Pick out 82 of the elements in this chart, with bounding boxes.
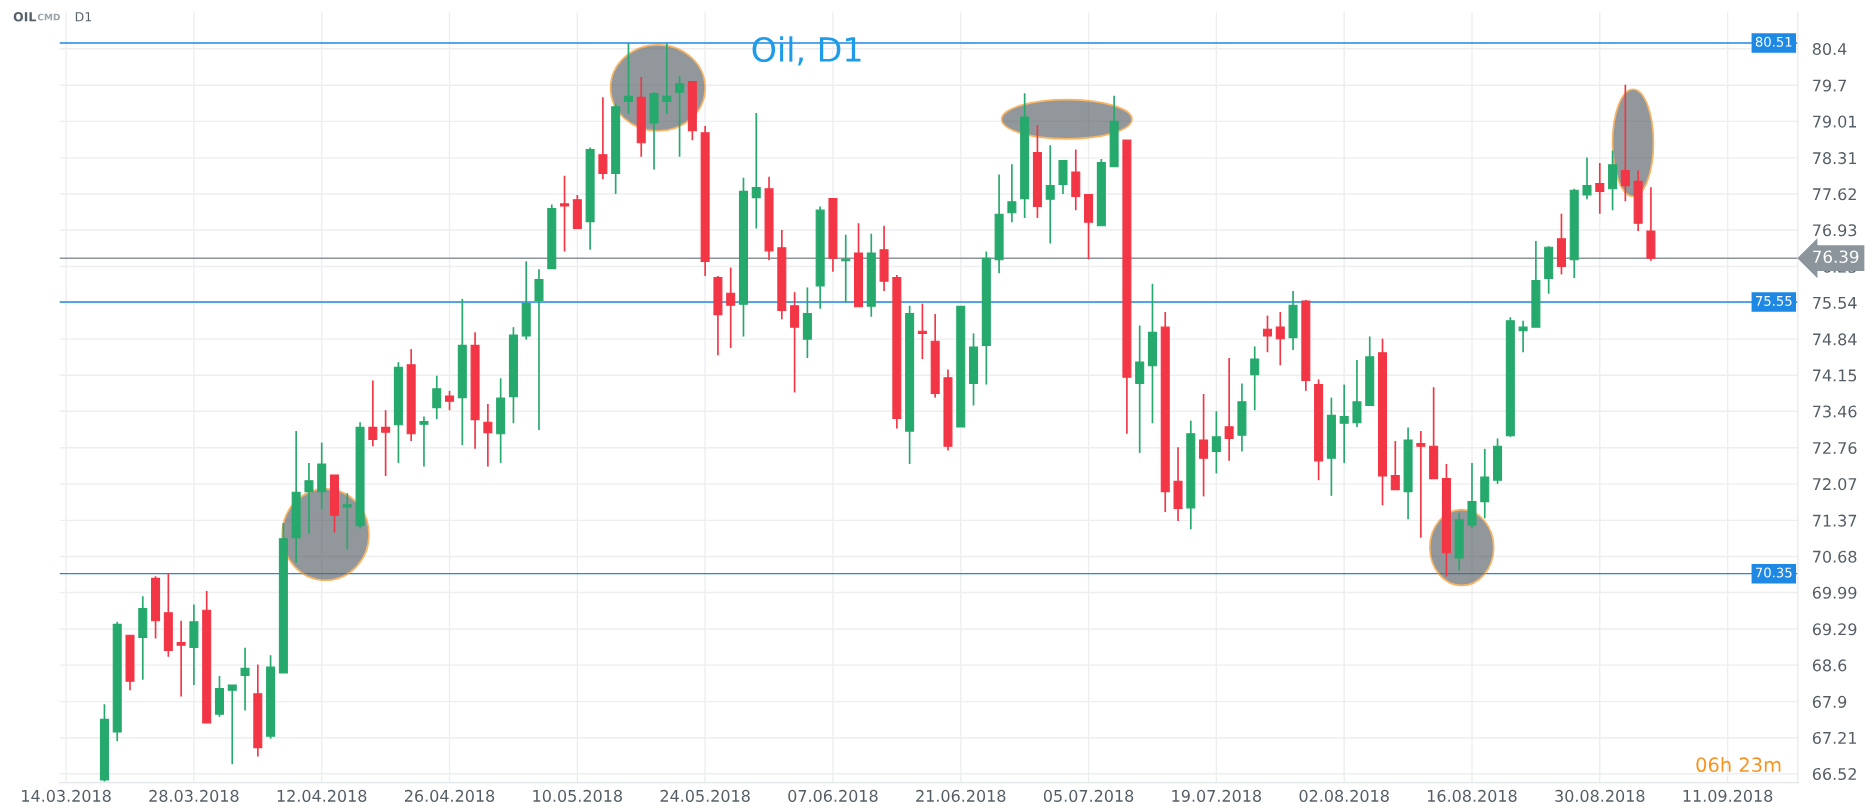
x-tick-label: 30.08.2018 <box>1555 789 1645 802</box>
y-tick-label: 74.15 <box>1813 369 1857 382</box>
y-tick-label: 79.01 <box>1813 115 1857 128</box>
y-tick-label: 67.21 <box>1812 731 1857 744</box>
candlestick <box>1224 357 1234 462</box>
candlestick <box>1518 320 1528 354</box>
candlestick <box>419 415 429 468</box>
y-tick-label: 75.54 <box>1813 297 1857 309</box>
annotation: D1 <box>75 12 92 22</box>
candlestick <box>1211 410 1221 475</box>
candlestick <box>176 619 186 698</box>
x-tick-label: 16.08.2018 <box>1428 789 1517 802</box>
annotation: CMD <box>37 13 60 21</box>
x-tick-label: 28.03.2018 <box>149 789 239 802</box>
ref-line-label: 80.51 <box>1755 36 1792 47</box>
y-tick-label: 67.9 <box>1812 695 1847 708</box>
candlestick <box>1045 144 1055 245</box>
candlestick <box>432 374 442 420</box>
y-tick-label: 72.07 <box>1813 478 1857 491</box>
y-tick-label: 70.68 <box>1813 550 1857 563</box>
y-tick-label: 73.46 <box>1813 405 1857 418</box>
candlestick <box>1339 383 1349 464</box>
candlestick <box>1007 163 1017 223</box>
y-tick-label: 72.76 <box>1813 442 1857 455</box>
candlestick <box>1390 440 1400 491</box>
candlestick <box>1250 345 1260 412</box>
x-tick-label: 07.06.2018 <box>788 789 878 802</box>
y-tick-label: 69.99 <box>1812 586 1857 599</box>
y-tick-label: 68.6 <box>1812 659 1847 672</box>
y-tick-label: 66.52 <box>1812 767 1856 781</box>
y-tick-label: 71.37 <box>1813 514 1857 527</box>
x-tick-label: 26.04.2018 <box>404 789 495 802</box>
candlestick <box>1275 311 1285 367</box>
y-tick-label: 79.7 <box>1813 79 1846 92</box>
ref-line-label: 70.35 <box>1755 567 1792 578</box>
x-tick-label: 19.07.2018 <box>1172 789 1261 802</box>
candlestick <box>790 291 800 394</box>
y-tick-label: 76.93 <box>1813 224 1857 237</box>
candlestick <box>598 96 608 181</box>
candlestick <box>675 75 685 158</box>
candlestick <box>1582 156 1592 200</box>
candlestick <box>917 302 927 360</box>
y-tick-label: 69.29 <box>1812 623 1857 636</box>
candlestick <box>381 409 391 477</box>
candlestick <box>1262 314 1273 354</box>
candlestick <box>1199 393 1209 498</box>
candlestick <box>623 42 633 115</box>
candlestick <box>560 174 570 253</box>
candlestick <box>751 112 761 230</box>
x-tick-label: 21.06.2018 <box>916 789 1006 802</box>
annotation: 06h 23m <box>1696 756 1781 773</box>
candlestick <box>240 647 250 712</box>
x-tick-label: 10.05.2018 <box>533 789 622 802</box>
candlestick <box>483 403 493 468</box>
candlestick <box>726 266 736 349</box>
candlestick <box>1416 430 1426 539</box>
candlestick <box>227 684 237 766</box>
candlestick <box>368 379 378 448</box>
x-tick-label: 11.09.2018 <box>1683 789 1773 802</box>
candlestick <box>1467 462 1477 530</box>
x-tick-label: 14.03.2018 <box>22 789 111 802</box>
y-tick-label: 77.62 <box>1813 188 1856 201</box>
y-tick-label: 80.4 <box>1812 42 1847 56</box>
ref-line-label: 76.39 <box>1813 250 1859 264</box>
candlestick <box>1352 359 1362 428</box>
candlestick <box>445 390 455 412</box>
candlestick <box>662 42 672 115</box>
y-tick-label: 78.31 <box>1813 152 1857 165</box>
ref-line-label: 75.55 <box>1755 296 1792 306</box>
x-tick-label: 24.05.2018 <box>660 789 750 802</box>
candlestick <box>1620 83 1630 203</box>
candlestick <box>534 268 544 431</box>
y-tick-label: 74.84 <box>1813 333 1857 346</box>
x-tick-label: 05.07.2018 <box>1043 789 1134 802</box>
candlestick <box>342 492 352 550</box>
text: Oil, D1 <box>752 36 861 66</box>
x-tick-label: 02.08.2018 <box>1299 789 1389 802</box>
x-tick-label: 12.04.2018 <box>277 789 367 802</box>
candlestick <box>1135 324 1145 454</box>
candlestick <box>304 462 314 535</box>
candlestick <box>1595 162 1605 215</box>
text: OIL <box>13 12 36 22</box>
